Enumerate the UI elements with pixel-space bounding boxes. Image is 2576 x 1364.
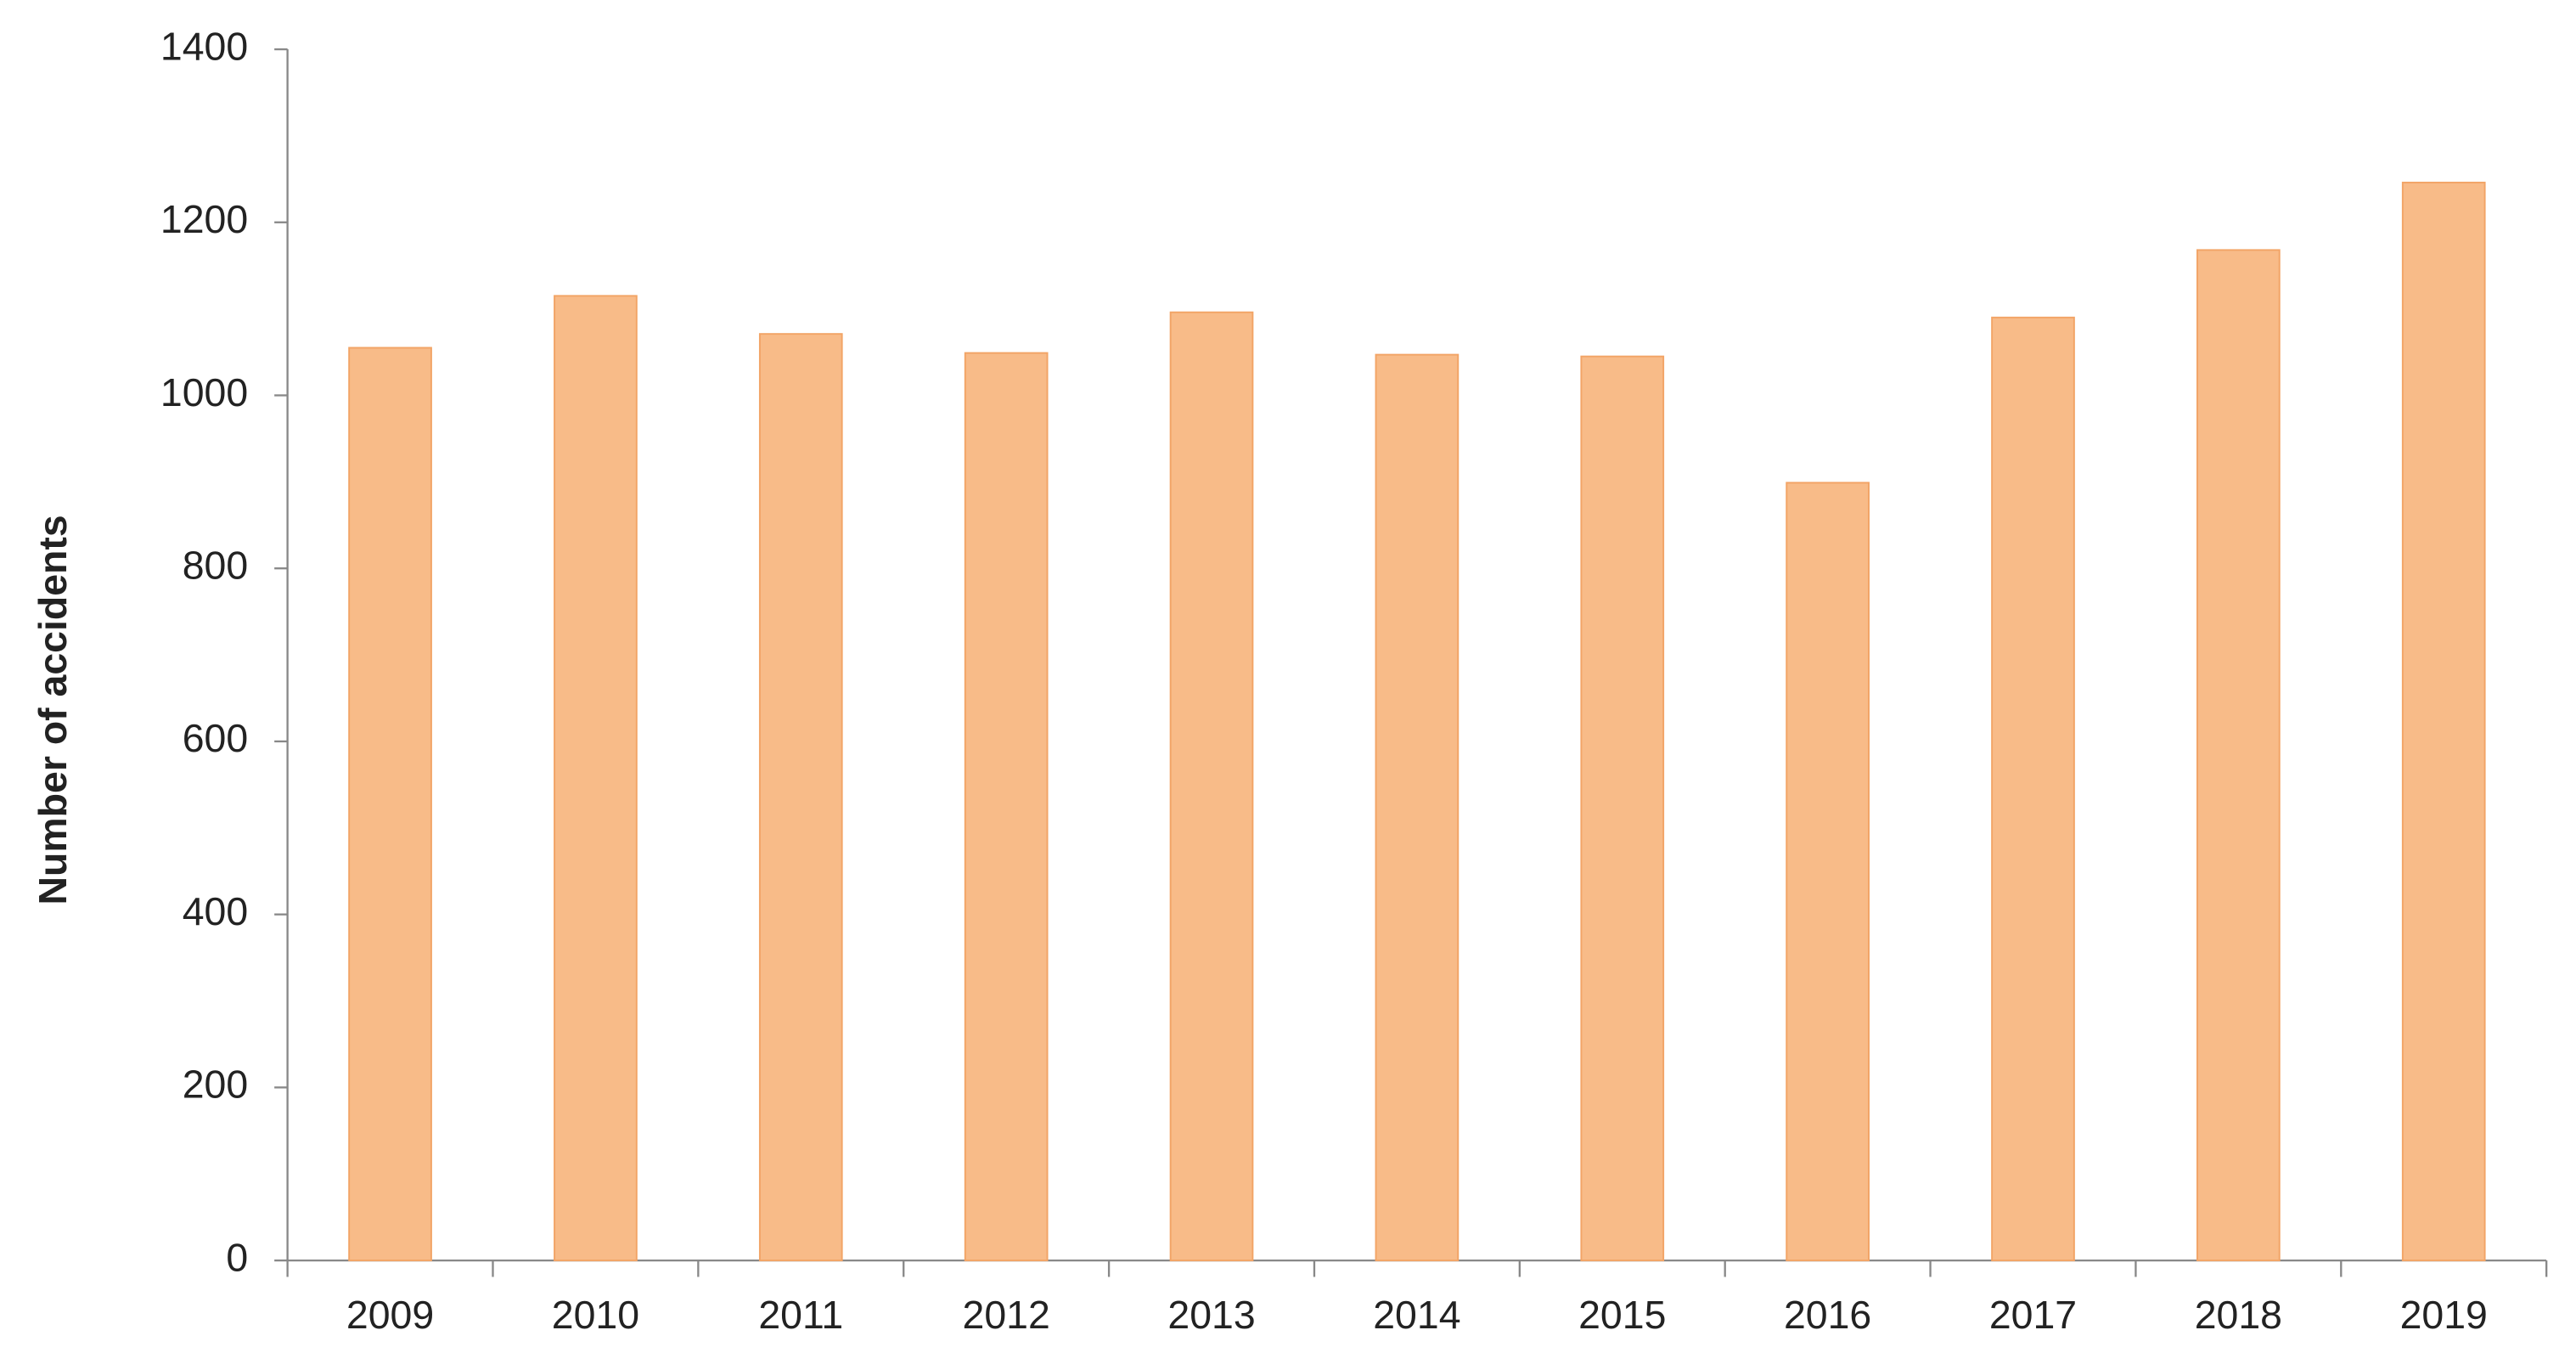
bar (2196, 249, 2281, 1262)
bar (1786, 482, 1870, 1262)
bar (554, 295, 638, 1262)
y-tick-label: 1000 (160, 370, 248, 414)
bar (1169, 311, 1254, 1262)
bar (758, 333, 843, 1262)
x-tick-label: 2019 (2400, 1293, 2488, 1337)
x-tick-label: 2011 (758, 1293, 843, 1337)
bar (1991, 316, 2075, 1262)
y-tick-label: 400 (183, 889, 248, 933)
bar (1375, 353, 1460, 1262)
x-tick-label: 2012 (963, 1293, 1050, 1337)
x-tick-label: 2018 (2195, 1293, 2282, 1337)
x-tick-label: 2014 (1373, 1293, 1460, 1337)
y-tick-label: 600 (183, 716, 248, 760)
x-tick-label: 2015 (1578, 1293, 1666, 1337)
y-tick-label: 1400 (160, 24, 248, 68)
x-tick-label: 2010 (552, 1293, 639, 1337)
bar (964, 352, 1049, 1262)
y-tick-label: 800 (183, 543, 248, 587)
y-tick-label: 1200 (160, 197, 248, 241)
x-tick-label: 2013 (1167, 1293, 1255, 1337)
x-tick-label: 2009 (346, 1293, 434, 1337)
y-tick-label: 200 (183, 1062, 248, 1107)
y-axis-label: Number of accidents (31, 515, 75, 905)
x-tick-label: 2017 (1989, 1293, 2077, 1337)
y-tick-label: 0 (226, 1235, 248, 1279)
x-tick-label: 2016 (1784, 1293, 1871, 1337)
bar (1580, 355, 1665, 1262)
bar (2401, 181, 2486, 1262)
bar (348, 347, 432, 1262)
